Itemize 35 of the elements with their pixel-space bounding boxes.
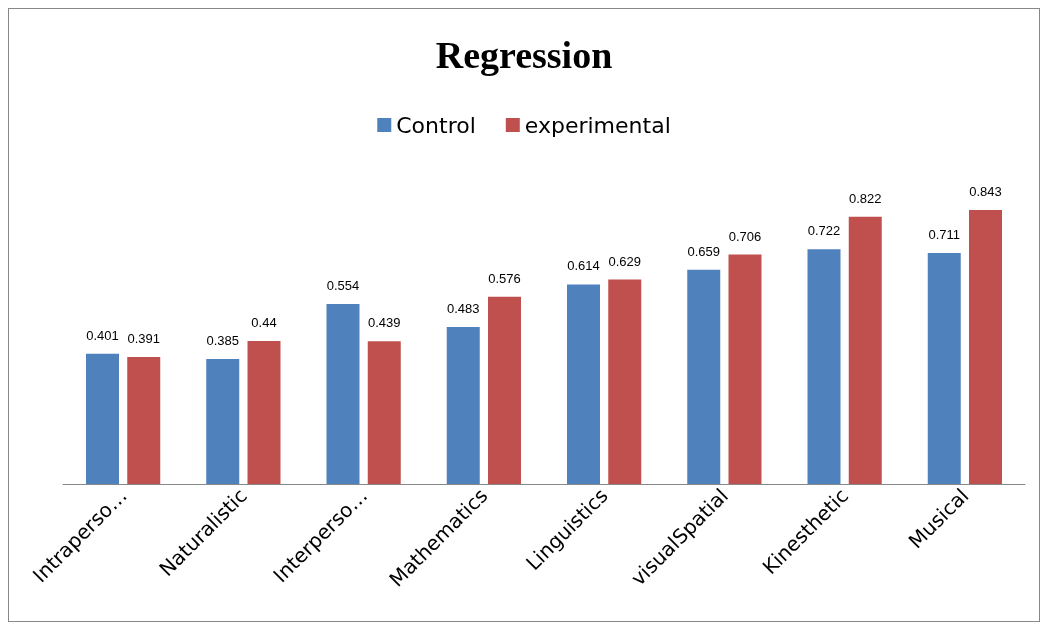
data-label: 0.659 — [687, 243, 721, 259]
bar — [728, 254, 762, 484]
data-label: 0.711 — [928, 226, 961, 242]
bar — [367, 341, 401, 484]
bar — [206, 358, 240, 484]
data-label: 0.391 — [127, 330, 161, 346]
bar — [608, 279, 642, 484]
chart-title: Regression — [435, 34, 613, 76]
bar — [127, 356, 161, 484]
data-label: 0.706 — [728, 228, 762, 244]
legend-label: experimental — [524, 112, 671, 138]
bar — [446, 327, 480, 484]
bar — [969, 210, 1002, 484]
data-label: 0.614 — [567, 258, 600, 274]
bar — [687, 269, 721, 484]
data-label: 0.439 — [367, 315, 401, 331]
data-label: 0.483 — [446, 301, 480, 317]
bar — [488, 296, 521, 484]
data-label: 0.385 — [206, 332, 240, 348]
data-label: 0.554 — [326, 277, 360, 293]
data-label: 0.629 — [608, 253, 642, 269]
bar — [247, 341, 281, 484]
data-label: 0.822 — [848, 190, 882, 206]
bar — [807, 249, 841, 484]
bar — [326, 303, 360, 484]
data-label: 0.401 — [86, 327, 119, 343]
data-label: 0.576 — [488, 270, 521, 286]
data-label: 0.44 — [251, 315, 277, 330]
data-label: 0.722 — [807, 223, 841, 239]
legend-label: Control — [396, 112, 476, 138]
bar — [567, 284, 600, 484]
bar — [927, 252, 961, 484]
data-label: 0.843 — [969, 184, 1002, 200]
bar — [86, 353, 119, 484]
bar — [848, 216, 882, 484]
